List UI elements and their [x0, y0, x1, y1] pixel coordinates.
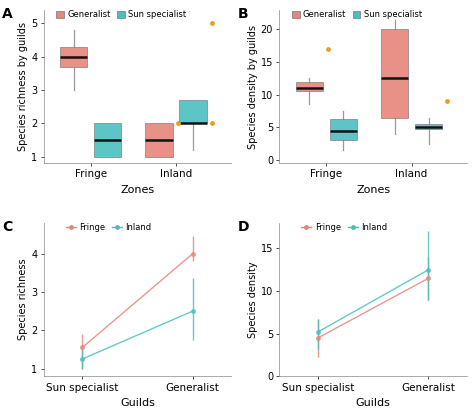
X-axis label: Zones: Zones	[356, 185, 390, 195]
Text: C: C	[2, 220, 13, 234]
Text: A: A	[2, 7, 13, 21]
X-axis label: Zones: Zones	[120, 185, 155, 195]
Text: D: D	[238, 220, 249, 234]
Bar	[329, 120, 357, 140]
X-axis label: Guilds: Guilds	[120, 398, 155, 408]
Y-axis label: Species density: Species density	[248, 261, 258, 338]
Bar	[179, 100, 207, 123]
Y-axis label: Species density by guilds: Species density by guilds	[248, 24, 258, 149]
Bar	[415, 124, 442, 129]
Y-axis label: Species richness: Species richness	[18, 259, 28, 340]
Legend: Fringe, Inland: Fringe, Inland	[63, 220, 155, 235]
Text: B: B	[238, 7, 248, 21]
Bar	[381, 29, 408, 117]
Bar	[295, 82, 323, 91]
Bar	[60, 46, 87, 66]
Legend: Generalist, Sun specialist: Generalist, Sun specialist	[289, 7, 425, 22]
Y-axis label: Species richness by guilds: Species richness by guilds	[18, 22, 28, 151]
Legend: Fringe, Inland: Fringe, Inland	[298, 220, 390, 235]
Legend: Generalist, Sun specialist: Generalist, Sun specialist	[53, 7, 190, 22]
Bar	[94, 123, 121, 156]
Bar	[145, 123, 173, 156]
X-axis label: Guilds: Guilds	[356, 398, 391, 408]
